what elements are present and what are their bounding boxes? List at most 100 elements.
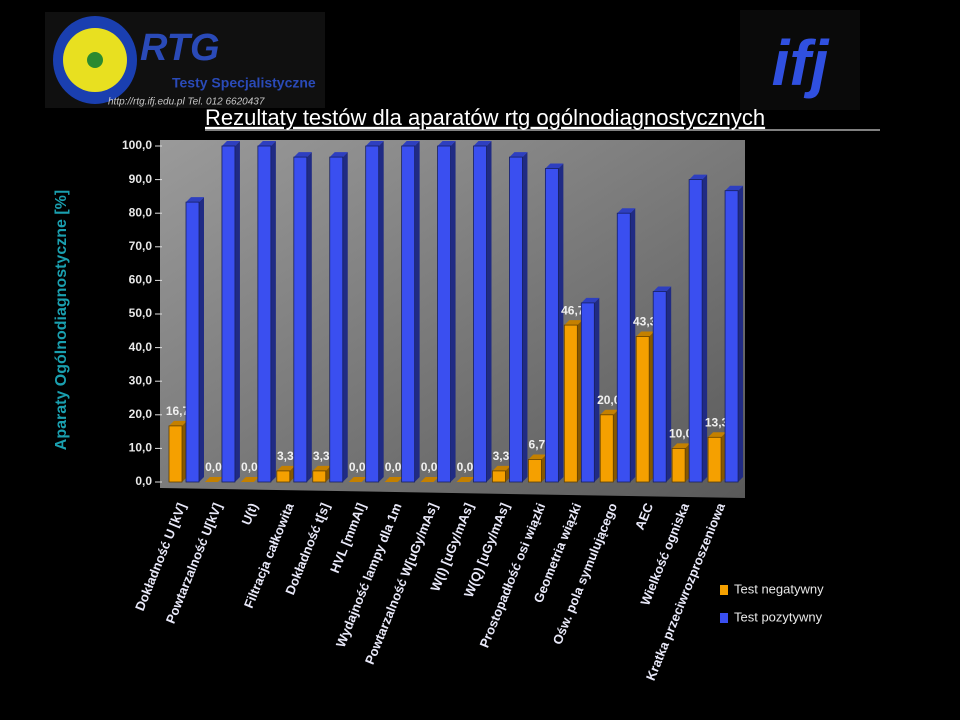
- bar-top: [257, 141, 276, 146]
- bar-top: [365, 141, 384, 146]
- value-label: 3,3: [277, 449, 294, 463]
- bar: [616, 212, 631, 483]
- bar-side: [558, 163, 564, 482]
- bar-side: [234, 141, 240, 482]
- bar-top: [169, 420, 187, 426]
- value-label: 46,7: [561, 303, 585, 317]
- bar-top: [708, 432, 727, 438]
- value-label: 13,3: [705, 415, 729, 429]
- value-label: 0,0: [385, 460, 402, 474]
- y-tick-label: 80,0: [129, 205, 153, 219]
- bar: [509, 156, 523, 483]
- y-tick-label: 20,0: [129, 407, 153, 421]
- bar-side: [199, 197, 204, 482]
- logo-ifj: ifj: [772, 27, 830, 99]
- bar-side: [450, 141, 456, 482]
- y-tick-label: 10,0: [129, 441, 153, 455]
- y-tick-label: 30,0: [129, 373, 153, 387]
- value-label: 43,3: [633, 315, 657, 329]
- value-label: 0,0: [421, 460, 438, 474]
- bar-top: [401, 141, 420, 146]
- bar-side: [702, 174, 708, 482]
- bar: [707, 436, 722, 483]
- logo-core: [87, 52, 103, 68]
- bar-side: [306, 152, 312, 482]
- bar: [563, 324, 578, 483]
- logo-contact: http://rtg.ifj.edu.pl Tel. 012 6620437: [108, 97, 265, 108]
- bar-side: [630, 208, 636, 482]
- y-tick-label: 50,0: [129, 306, 153, 320]
- x-tick-label: U(t): [239, 501, 261, 527]
- bar: [312, 470, 327, 483]
- value-label: 3,3: [493, 449, 510, 463]
- bar: [544, 168, 559, 483]
- value-label: 6,7: [529, 438, 546, 452]
- bar: [329, 156, 344, 483]
- bar: [688, 179, 703, 483]
- bar-top: [653, 286, 672, 292]
- bar-top: [689, 174, 708, 180]
- legend-swatch: [720, 585, 728, 595]
- x-tick-label: Prostopadłość osi wiązki: [476, 501, 548, 650]
- bar: [492, 470, 506, 483]
- bar-top: [293, 152, 312, 158]
- bar-side: [738, 185, 744, 483]
- bar: [724, 190, 739, 483]
- y-tick-label: 90,0: [129, 172, 153, 186]
- legend-label: Test pozytywny: [734, 609, 823, 624]
- bar: [221, 145, 236, 483]
- x-tick-label: Ośw. pola symulującego: [550, 501, 621, 647]
- bar-top: [312, 465, 331, 471]
- y-tick-label: 0,0: [135, 474, 152, 488]
- bar: [599, 414, 614, 483]
- logo-box: [740, 10, 860, 110]
- bar: [365, 145, 380, 483]
- logo-left: RTG Testy Specjalistyczne http://rtg.ifj…: [45, 12, 325, 108]
- bar: [580, 302, 595, 483]
- x-tick-label: Wydajność lampy dla 1m: [333, 501, 405, 650]
- bar-side: [414, 141, 420, 482]
- value-label: 16,7: [166, 404, 190, 418]
- bar-top: [221, 141, 240, 146]
- bar-top: [473, 141, 492, 146]
- legend-swatch: [720, 613, 728, 623]
- bar: [527, 459, 542, 483]
- bar: [293, 156, 308, 483]
- y-axis-label: Aparaty Ogólnodiagnostyczne [%]: [53, 190, 70, 450]
- bar: [652, 291, 667, 483]
- bar: [437, 145, 451, 483]
- value-label: 3,3: [313, 449, 330, 463]
- bar-top: [528, 454, 547, 460]
- bar-top: [636, 331, 655, 337]
- legend-label: Test negatywny: [734, 581, 824, 596]
- logo-title: RTG: [140, 27, 220, 69]
- bar-top: [329, 152, 348, 158]
- value-label: 0,0: [205, 460, 222, 474]
- logo-right: ifj: [740, 10, 860, 110]
- x-tick-label: HVL [mmAl]: [327, 501, 369, 575]
- bar-side: [486, 141, 492, 482]
- bar-top: [456, 477, 475, 482]
- x-tick-label: AEC: [632, 500, 656, 532]
- bar-side: [594, 297, 600, 482]
- bar-top: [420, 477, 439, 482]
- bar-top: [240, 477, 259, 482]
- bar-top: [509, 152, 528, 158]
- bar: [671, 447, 686, 483]
- bar-side: [522, 152, 528, 482]
- value-label: 10,0: [669, 427, 693, 441]
- bar: [257, 145, 272, 483]
- value-label: 20,0: [597, 393, 621, 407]
- bar: [635, 336, 650, 483]
- logo-subtitle: Testy Specjalistyczne: [172, 75, 316, 91]
- value-label: 0,0: [457, 460, 474, 474]
- bar-side: [378, 141, 384, 482]
- bar-top: [581, 297, 600, 303]
- bar-top: [617, 208, 636, 214]
- bar-top: [672, 443, 691, 449]
- bar-top: [204, 477, 223, 482]
- chart-title: Rezultaty testów dla aparatów rtg ogólno…: [205, 105, 765, 130]
- value-label: 0,0: [349, 460, 366, 474]
- bar-top: [600, 409, 619, 415]
